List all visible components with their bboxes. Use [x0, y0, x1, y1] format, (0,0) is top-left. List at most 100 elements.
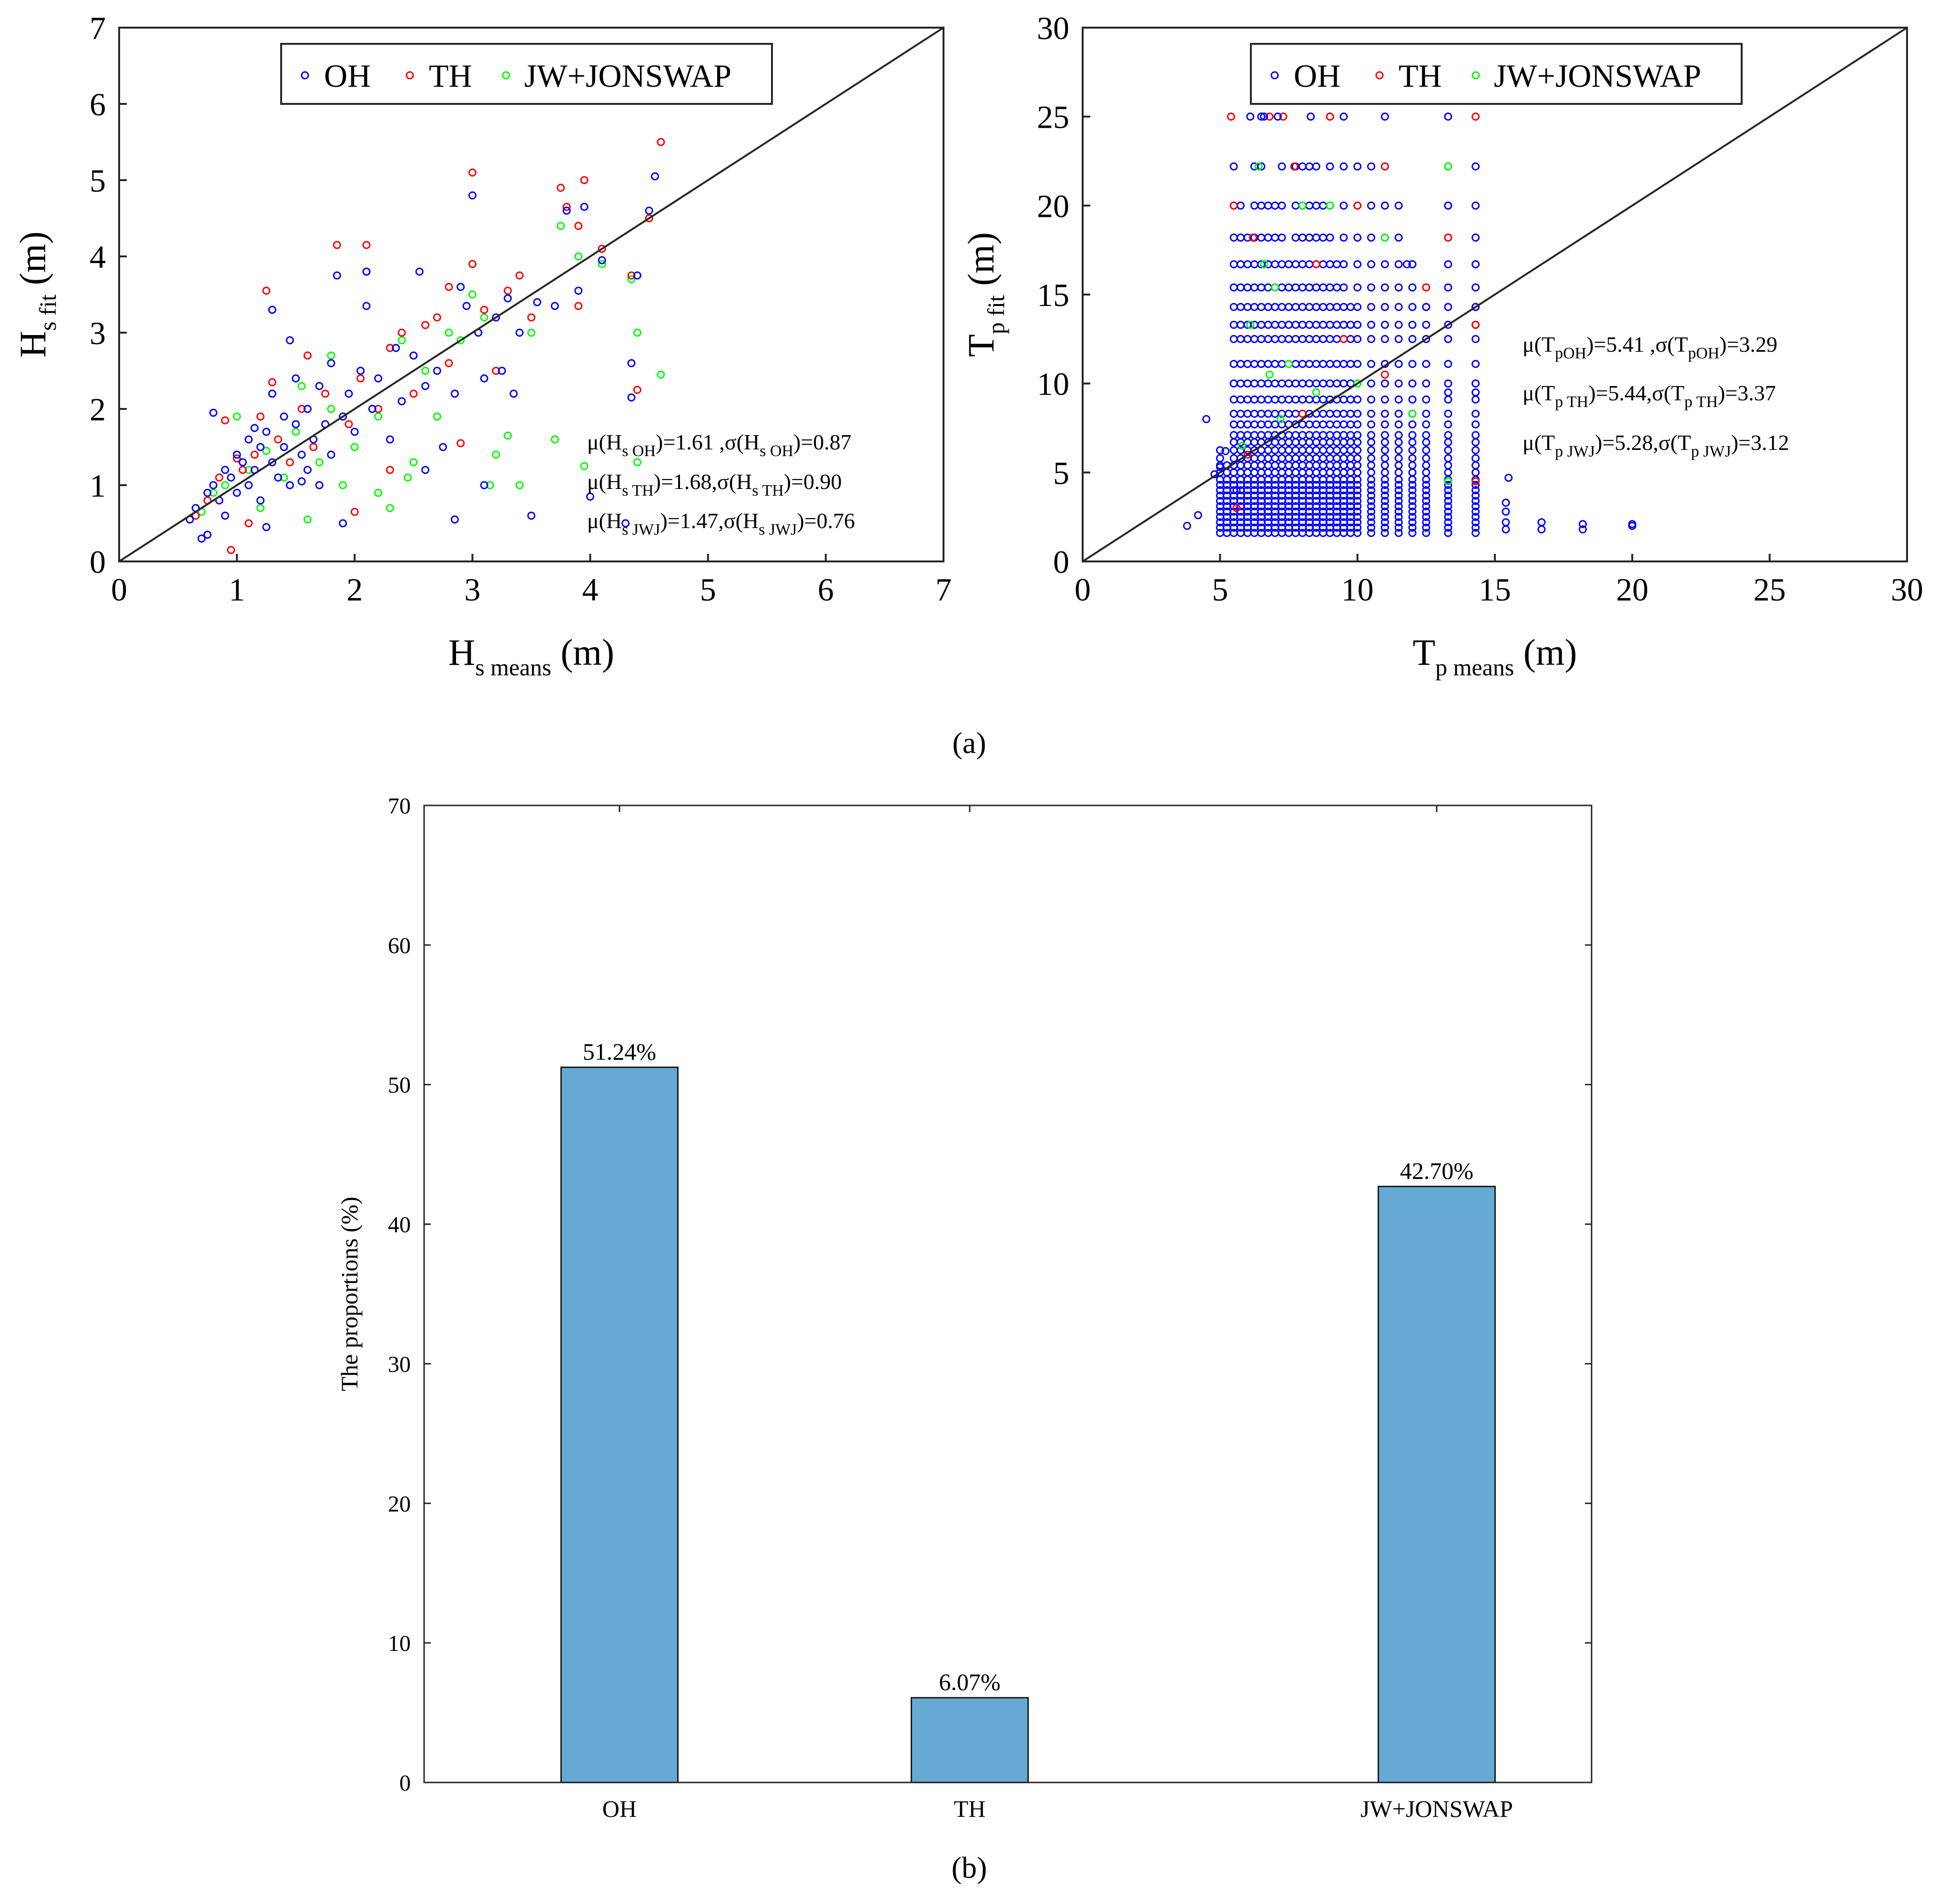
tp-point-th — [1471, 477, 1480, 486]
tp-point-oh — [1394, 491, 1403, 500]
tp-point-oh — [1422, 303, 1431, 311]
tp-point-oh — [1183, 521, 1191, 530]
tp-point-oh — [1380, 112, 1389, 121]
hs-point-jw-jonswap — [574, 252, 583, 261]
tp-point-oh — [1408, 420, 1417, 429]
hs-point-th — [356, 374, 365, 383]
hs-legend-marker-jw — [502, 71, 510, 80]
tp-point-oh — [1339, 234, 1348, 242]
hs-point-oh — [203, 489, 212, 497]
tp-point-oh — [1380, 303, 1389, 311]
hs-point-oh — [509, 389, 518, 398]
tp-point-jw-jonswap — [1260, 260, 1268, 269]
tp-point-oh — [1278, 162, 1286, 171]
tp-legend-jw: JW+JONSWAP — [1494, 58, 1701, 94]
tp-point-oh — [1367, 283, 1375, 292]
tp-point-oh — [1339, 201, 1348, 210]
tp-point-oh — [1408, 335, 1417, 343]
tp-point-oh — [1444, 486, 1452, 495]
tp-point-jw-jonswap — [1271, 283, 1279, 292]
tp-point-oh — [1353, 480, 1362, 489]
bar-y-tick-label: 50 — [388, 1073, 411, 1098]
hs-point-oh — [497, 367, 506, 375]
hs-point-oh — [362, 302, 371, 310]
hs-point-th — [527, 313, 536, 322]
hs-point-oh — [598, 256, 606, 265]
tp-point-oh — [1394, 420, 1403, 429]
bar-value-label: 42.70% — [1400, 1158, 1473, 1184]
hs-point-jw-jonswap — [445, 328, 453, 337]
tp-point-oh — [1504, 474, 1513, 482]
tp-point-oh — [1394, 497, 1403, 505]
hs-point-oh — [268, 305, 276, 314]
tp-point-th — [1312, 260, 1320, 269]
tp-point-jw-jonswap — [1326, 201, 1334, 210]
tp-point-oh — [1367, 491, 1375, 500]
tp-point-th — [1422, 283, 1431, 292]
tp-point-oh — [1353, 395, 1362, 404]
tp-point-oh — [1471, 529, 1480, 537]
hs-point-oh — [285, 481, 294, 489]
tp-point-oh — [1408, 446, 1417, 455]
tp-point-oh — [1326, 162, 1334, 171]
tp-scatter-panel: 0 5 10 15 20 25 30 0 5 10 15 20 25 30 OH TH JW+JONSWA… — [960, 10, 1923, 681]
tp-point-th — [1353, 201, 1362, 210]
hs-point-jw-jonswap — [262, 447, 271, 455]
tp-point-jw-jonswap — [1265, 370, 1274, 379]
hs-point-oh — [209, 481, 218, 489]
tp-stats-oh: μ(TpOH)=5.41 ,σ(TpOH)=3.29 — [1522, 332, 1777, 362]
bar-y-axis-label: The proportions (%) — [336, 1197, 363, 1391]
tp-point-oh — [1353, 420, 1362, 429]
tp-point-oh — [1353, 234, 1362, 242]
tp-point-oh — [1422, 360, 1431, 368]
tp-legend-marker-oh — [1270, 71, 1279, 80]
bar-value-label: 51.24% — [583, 1038, 656, 1065]
tp-point-oh — [1353, 162, 1362, 171]
tp-point-oh — [1367, 409, 1375, 418]
tp-point-oh — [1216, 454, 1224, 462]
tp-y-tick-label: 10 — [1037, 366, 1069, 402]
tp-point-th — [1471, 320, 1480, 329]
hs-point-th — [645, 214, 653, 223]
tp-x-tick-label: 25 — [1754, 571, 1786, 608]
hs-identity-line — [118, 27, 944, 562]
tp-point-oh — [1444, 388, 1452, 397]
tp-point-oh — [1367, 518, 1375, 527]
tp-point-oh — [1380, 507, 1389, 516]
tp-point-oh — [1471, 507, 1480, 516]
tp-point-oh — [1367, 360, 1375, 368]
tp-point-oh — [1380, 335, 1389, 343]
tp-point-oh — [1422, 395, 1431, 404]
tp-point-th — [1243, 450, 1252, 459]
tp-point-oh — [1502, 499, 1510, 507]
tp-point-oh — [1422, 409, 1431, 418]
tp-point-oh — [1444, 360, 1452, 368]
tp-legend-oh: OH — [1294, 58, 1340, 94]
tp-point-oh — [1408, 454, 1417, 462]
hs-point-th — [221, 416, 229, 425]
tp-point-oh — [1353, 283, 1362, 292]
hs-x-tick-label: 1 — [229, 571, 245, 608]
bar-y-tick-label: 0 — [399, 1771, 411, 1796]
tp-point-oh — [1380, 491, 1389, 500]
tp-point-jw-jonswap — [1254, 162, 1263, 171]
tp-point-oh — [1628, 521, 1636, 530]
tp-point-oh — [1471, 379, 1480, 388]
tp-point-oh — [1353, 335, 1362, 343]
tp-y-tick-label: 0 — [1053, 544, 1069, 580]
hs-point-oh — [645, 206, 653, 215]
hs-point-jw-jonswap — [374, 412, 383, 421]
tp-point-oh — [1394, 303, 1403, 311]
tp-point-oh — [1471, 388, 1480, 397]
hs-point-oh — [303, 405, 312, 413]
tp-point-oh — [1394, 320, 1403, 329]
bar-y-tick-label: 60 — [388, 933, 411, 958]
tp-point-oh — [1471, 491, 1480, 500]
tp-point-oh — [1278, 234, 1286, 242]
hs-point-oh — [292, 374, 300, 383]
tp-point-oh — [1380, 480, 1389, 489]
hs-point-th — [445, 283, 453, 291]
tp-point-oh — [1394, 486, 1403, 495]
hs-point-th — [580, 176, 589, 184]
